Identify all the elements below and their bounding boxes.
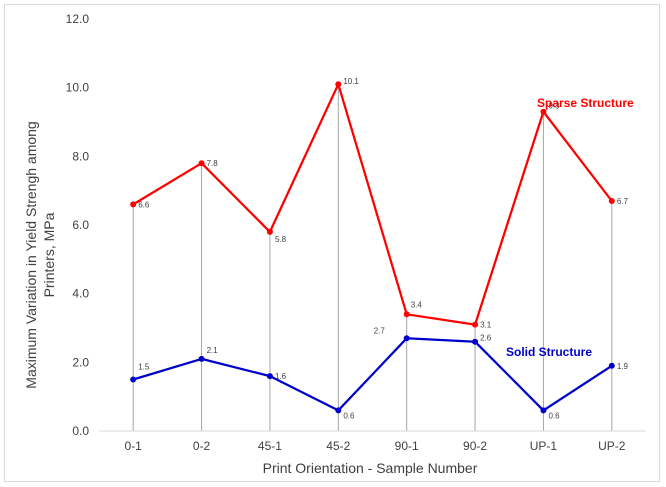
data-label: 10.1: [343, 77, 359, 86]
x-tick-label: UP-1: [530, 439, 558, 453]
y-axis-title-line-2: Printers, MPa: [41, 212, 57, 297]
x-tick-label: UP-2: [598, 439, 626, 453]
y-tick-label: 2.0: [72, 355, 89, 369]
solid-structure-label: Solid Structure: [506, 345, 592, 359]
data-point: [335, 81, 342, 88]
data-point: [266, 373, 273, 380]
x-tick-label: 45-1: [258, 439, 282, 453]
y-tick-label: 4.0: [72, 287, 89, 301]
data-label: 2.6: [480, 334, 492, 343]
x-tick-label: 90-1: [395, 439, 419, 453]
data-label: 0.6: [343, 411, 355, 420]
data-label: 1.9: [617, 362, 629, 371]
data-label: 1.6: [275, 372, 287, 381]
data-label: 3.1: [480, 321, 492, 330]
data-label: 1.5: [138, 363, 150, 372]
data-point: [335, 407, 342, 414]
x-tick-label: 0-1: [125, 439, 143, 453]
data-point: [130, 201, 137, 208]
x-axis-title: Print Orientation - Sample Number: [263, 460, 478, 476]
x-tick-label: 45-2: [326, 439, 350, 453]
data-label: 5.8: [275, 235, 287, 244]
data-label: 7.8: [207, 159, 219, 168]
data-labels: 6.6 7.8 5.8 10.1 3.4 3.1 9.3 6.7 1.5 2.1 1.6 0.6 2.7…: [138, 77, 628, 420]
series-lines: [132, 83, 613, 412]
y-tick-label: 0.0: [72, 424, 89, 438]
data-label: 2.1: [207, 346, 219, 355]
data-point: [608, 197, 615, 204]
chart-frame: [4, 4, 660, 482]
y-tick-label: 8.0: [72, 149, 89, 163]
data-point: [540, 108, 547, 115]
data-point: [198, 160, 205, 167]
tick-labels: 0.0 2.0 4.0 6.0 8.0 10.0 12.0 0-1 0-2 45-1 45-2 90-…: [66, 12, 626, 453]
data-label: 9.3: [548, 102, 560, 111]
data-point: [472, 321, 479, 328]
data-label: 2.7: [374, 326, 386, 335]
sparse-structure-label: Sparse Structure: [537, 96, 634, 110]
y-tick-label: 6.0: [72, 218, 89, 232]
series-line-0: [132, 83, 613, 326]
x-tick-label: 90-2: [463, 439, 487, 453]
y-tick-label: 10.0: [66, 81, 90, 95]
y-axis-title-line-1: Maximum Variation in Yield Strengh among: [23, 121, 39, 388]
data-point: [540, 407, 547, 414]
data-point: [608, 362, 615, 369]
data-label: 6.6: [138, 200, 150, 209]
y-axis-title: Maximum Variation in Yield Strengh among…: [23, 121, 57, 388]
data-point: [403, 311, 410, 318]
drop-lines: [132, 84, 613, 431]
markers: [130, 81, 615, 414]
series-line-1: [132, 337, 613, 412]
x-tick-label: 0-2: [193, 439, 211, 453]
data-label: 0.6: [548, 411, 560, 420]
data-label: 3.4: [411, 300, 423, 309]
data-point: [403, 335, 410, 342]
y-tick-label: 12.0: [66, 12, 90, 26]
data-point: [198, 355, 205, 362]
data-label: 6.7: [617, 197, 629, 206]
data-point: [130, 376, 137, 383]
data-point: [472, 338, 479, 345]
data-point: [266, 228, 273, 235]
